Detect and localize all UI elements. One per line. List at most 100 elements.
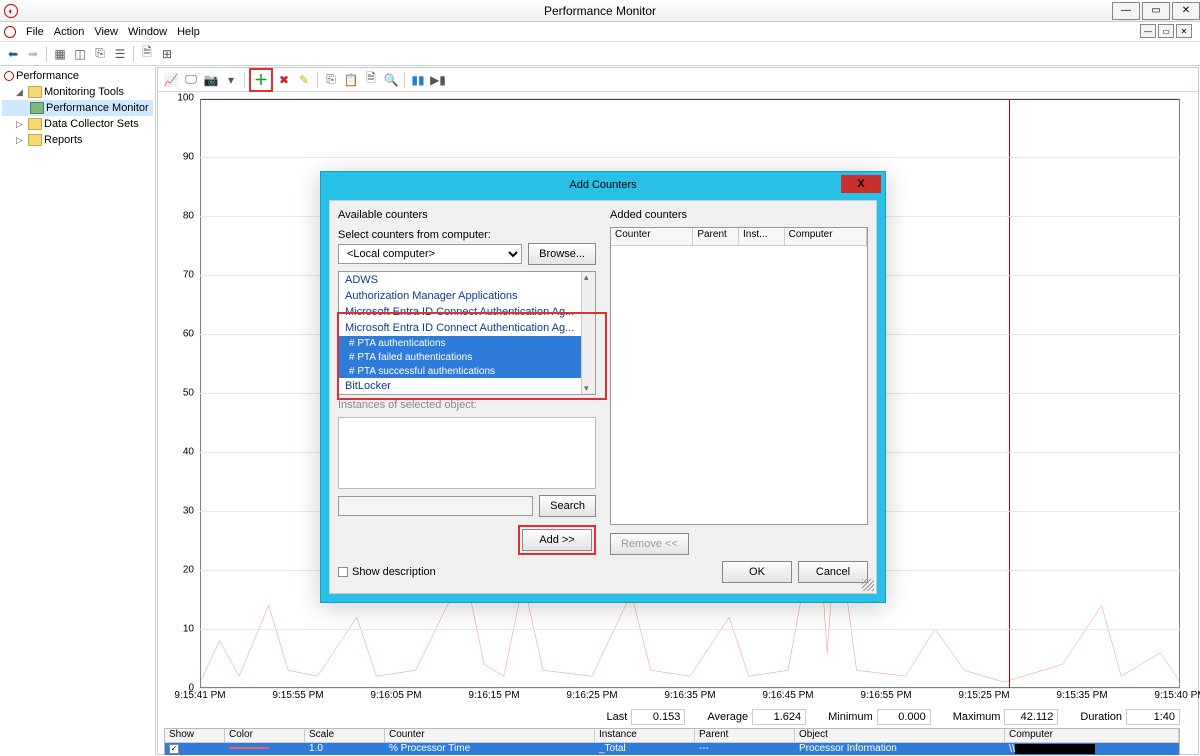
legend-h-counter[interactable]: Counter: [385, 729, 595, 742]
menu-action[interactable]: Action: [54, 26, 85, 38]
computer-combo[interactable]: <Local computer>: [338, 244, 522, 264]
legend-h-object[interactable]: Object: [795, 729, 1005, 742]
paste-icon[interactable]: 📋: [342, 71, 360, 89]
cancel-button[interactable]: Cancel: [798, 561, 868, 583]
nav-tree[interactable]: Performance ◢ Monitoring Tools Performanc…: [0, 66, 156, 756]
menu-file[interactable]: File: [26, 26, 44, 38]
legend-h-parent[interactable]: Parent: [695, 729, 795, 742]
legend-table[interactable]: Show Color Scale Counter Instance Parent…: [164, 728, 1180, 754]
browse-button[interactable]: Browse...: [528, 243, 596, 265]
legend-h-computer[interactable]: Computer: [1005, 729, 1179, 742]
expander-icon[interactable]: ▷: [16, 119, 26, 130]
tree-monitoring-tools[interactable]: Monitoring Tools: [44, 86, 124, 98]
search-button[interactable]: Search: [539, 495, 596, 517]
counter-sub-item[interactable]: # PTA successful authentications: [339, 364, 595, 378]
checkbox-icon[interactable]: [338, 567, 348, 577]
menu-bar: File Action View Window Help — ▭ ✕: [0, 22, 1200, 42]
added-h-parent[interactable]: Parent: [693, 228, 739, 245]
instances-list[interactable]: [338, 417, 596, 489]
refresh-icon[interactable]: 🗎: [138, 45, 156, 63]
add-counter-icon[interactable]: ＋: [252, 71, 270, 89]
minimize-button[interactable]: —: [1112, 2, 1140, 20]
expander-icon[interactable]: ▷: [16, 135, 26, 146]
select-from-label: Select counters from computer:: [338, 229, 596, 241]
add-button[interactable]: Add >>: [522, 529, 592, 551]
average-label: Average: [707, 711, 748, 723]
menu-window[interactable]: Window: [128, 26, 167, 38]
chart-toolbar: 📈 🖵 📷 ▾ ＋ ✖ ✎ ⎘ 📋 🗎 🔍 ▮▮ ▶▮: [158, 68, 1198, 92]
copy-icon[interactable]: ⎘: [322, 71, 340, 89]
added-h-counter[interactable]: Counter: [611, 228, 693, 245]
menu-view[interactable]: View: [94, 26, 118, 38]
perfmon-icon: [4, 26, 16, 38]
update-icon[interactable]: ▶▮: [429, 71, 447, 89]
view-histogram-icon[interactable]: 🖵: [182, 71, 200, 89]
last-label: Last: [607, 711, 628, 723]
minimum-label: Minimum: [828, 711, 873, 723]
tree-reports[interactable]: Reports: [44, 134, 83, 146]
properties-icon[interactable]: ☰: [111, 45, 129, 63]
export-icon[interactable]: ⎘: [91, 45, 109, 63]
duration-label: Duration: [1080, 711, 1122, 723]
average-value: 1.624: [752, 709, 806, 725]
zoom-icon[interactable]: 🔍: [382, 71, 400, 89]
tree-root[interactable]: Performance: [16, 70, 79, 82]
mdi-close[interactable]: ✕: [1176, 24, 1192, 38]
view-report-icon[interactable]: 📷: [202, 71, 220, 89]
forward-icon[interactable]: ➡: [24, 45, 42, 63]
remove-button[interactable]: Remove <<: [610, 533, 689, 555]
delete-counter-icon[interactable]: ✖: [275, 71, 293, 89]
mdi-minimize[interactable]: —: [1140, 24, 1156, 38]
ok-button[interactable]: OK: [722, 561, 792, 583]
mmc-toolbar: ⬅ ➡ ▦ ◫ ⎘ ☰ 🗎 ⊞: [0, 42, 1200, 66]
close-button[interactable]: ✕: [1172, 2, 1200, 20]
x-axis: 9:15:41 PM9:15:55 PM9:16:05 PM9:16:15 PM…: [200, 690, 1180, 704]
counter-item[interactable]: ADWS˅: [339, 272, 595, 288]
legend-h-instance[interactable]: Instance: [595, 729, 695, 742]
counter-item[interactable]: Microsoft Entra ID Connect Authenticatio…: [339, 304, 595, 320]
counter-sub-item[interactable]: # PTA authentications: [339, 336, 595, 350]
counter-sub-item[interactable]: # PTA failed authentications: [339, 350, 595, 364]
highlight-icon[interactable]: ✎: [295, 71, 313, 89]
new-window-icon[interactable]: ◫: [71, 45, 89, 63]
added-counters-label: Added counters: [610, 209, 868, 221]
legend-h-color[interactable]: Color: [225, 729, 305, 742]
search-input[interactable]: [338, 496, 533, 516]
instances-label: Instances of selected object:: [338, 399, 596, 411]
maximize-button[interactable]: ▭: [1142, 2, 1170, 20]
show-checkbox[interactable]: ✓: [169, 744, 179, 754]
back-icon[interactable]: ⬅: [4, 45, 22, 63]
counter-list[interactable]: ADWS˅Authorization Manager Applications˅…: [338, 271, 596, 395]
counter-item[interactable]: BitLocker˅: [339, 378, 595, 394]
tree-collector-sets[interactable]: Data Collector Sets: [44, 118, 139, 130]
minimum-value: 0.000: [877, 709, 931, 725]
help-icon[interactable]: ⊞: [158, 45, 176, 63]
counter-item[interactable]: Authorization Manager Applications˅: [339, 288, 595, 304]
available-counters-label: Available counters: [338, 209, 596, 221]
view-graph-icon[interactable]: 📈: [162, 71, 180, 89]
tree-perfmon[interactable]: Performance Monitor: [46, 102, 149, 114]
legend-h-show[interactable]: Show: [165, 729, 225, 742]
show-hide-tree-icon[interactable]: ▦: [51, 45, 69, 63]
added-counters-table[interactable]: Counter Parent Inst... Computer: [610, 227, 868, 525]
dropdown-icon[interactable]: ▾: [222, 71, 240, 89]
mdi-restore[interactable]: ▭: [1158, 24, 1174, 38]
resize-grip[interactable]: [862, 579, 874, 591]
monitor-icon: [30, 102, 44, 114]
properties-icon[interactable]: 🗎: [362, 71, 380, 89]
dialog-close-button[interactable]: X: [841, 175, 881, 193]
expander-icon[interactable]: ◢: [16, 87, 26, 98]
legend-h-scale[interactable]: Scale: [305, 729, 385, 742]
added-h-computer[interactable]: Computer: [785, 228, 867, 245]
dialog-title-bar[interactable]: Add Counters X: [321, 172, 885, 198]
added-h-inst[interactable]: Inst...: [739, 228, 785, 245]
freeze-icon[interactable]: ▮▮: [409, 71, 427, 89]
menu-help[interactable]: Help: [177, 26, 200, 38]
dialog-title: Add Counters: [569, 179, 636, 191]
add-highlight: Add >>: [518, 525, 596, 555]
counter-item[interactable]: Microsoft Entra ID Connect Authenticatio…: [339, 320, 595, 336]
y-axis: 0102030405060708090100: [158, 98, 198, 688]
scrollbar[interactable]: [581, 272, 595, 394]
legend-row[interactable]: ✓ 1.0 % Processor Time _Total --- Proces…: [165, 743, 1179, 755]
show-description-checkbox[interactable]: Show description: [338, 566, 436, 578]
